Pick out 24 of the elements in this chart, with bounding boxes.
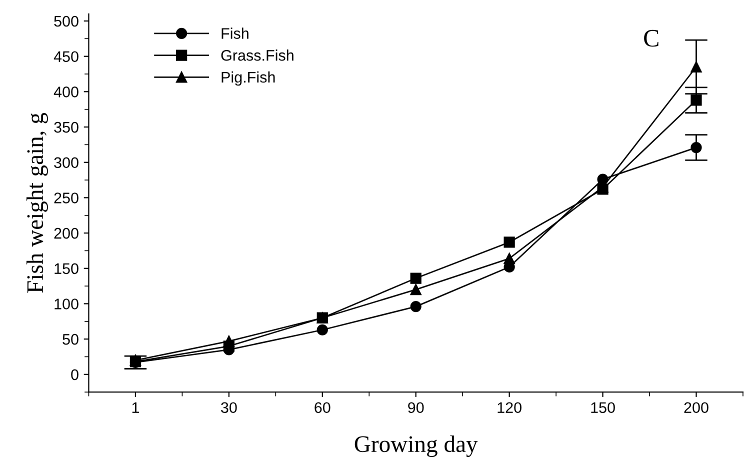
legend-label: Pig.Fish xyxy=(222,71,275,86)
x-tick-label: 90 xyxy=(408,402,424,414)
y-tick-label: 300 xyxy=(54,157,78,168)
x-tick-label: 200 xyxy=(684,402,708,414)
y-tick-label: 100 xyxy=(54,298,78,310)
y-tick-label: 400 xyxy=(54,86,78,98)
y-tick-label: 250 xyxy=(54,192,78,204)
x-tick-label: 1 xyxy=(132,402,139,413)
y-axis-title: Fish weight gain, g xyxy=(26,112,48,293)
y-tick-label: 350 xyxy=(54,122,78,133)
y-tick-label: 150 xyxy=(54,263,78,274)
x-tick-label: 150 xyxy=(591,402,615,414)
x-axis-title: Growing day xyxy=(354,435,478,457)
x-tick-label: 60 xyxy=(314,402,330,414)
legend-label: Grass.Fish xyxy=(221,50,294,61)
annotation: C xyxy=(644,30,658,47)
legend-label: Fish xyxy=(222,28,248,39)
y-tick-label: 200 xyxy=(54,228,78,239)
x-tick-label: 120 xyxy=(498,402,522,414)
y-tick-label: 450 xyxy=(54,51,78,62)
y-tick-label: 0 xyxy=(71,369,78,380)
y-tick-label: 500 xyxy=(54,16,78,27)
x-tick-label: 30 xyxy=(221,402,237,414)
y-tick-label: 50 xyxy=(62,334,78,345)
